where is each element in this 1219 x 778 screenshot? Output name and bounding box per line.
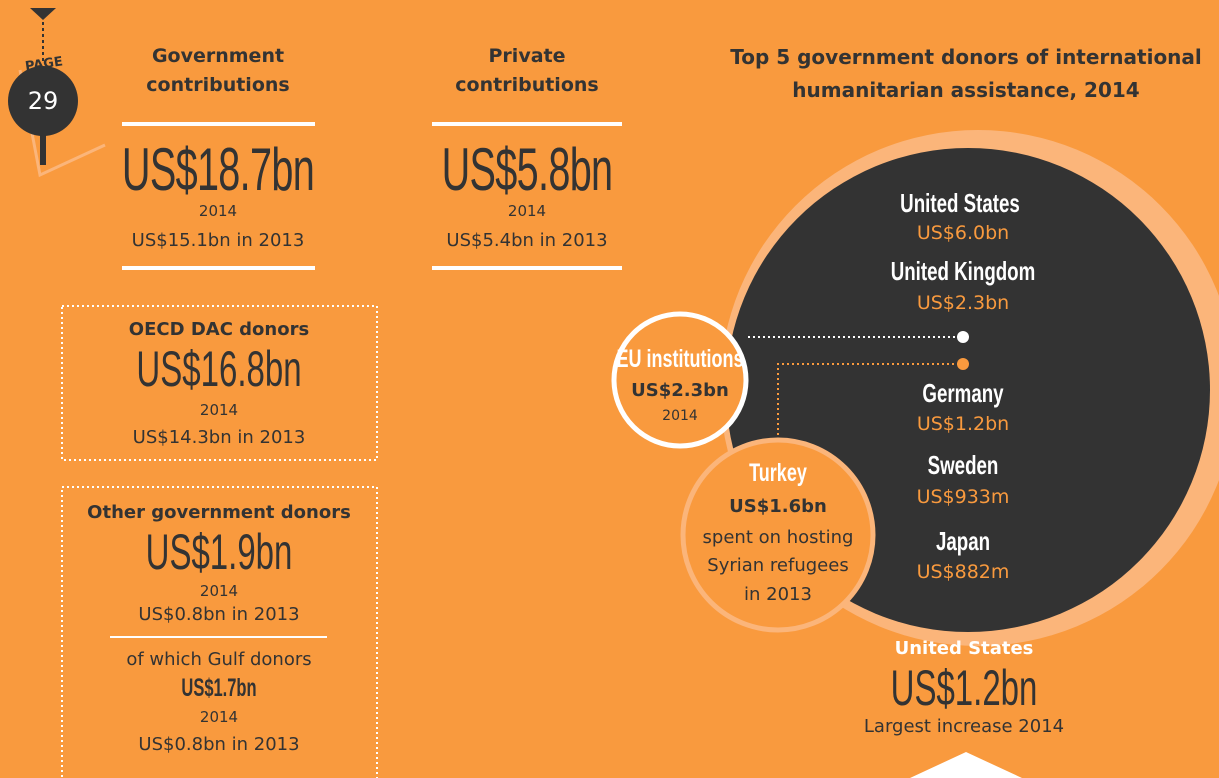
turkey-circle [680, 437, 876, 633]
marker-circle [8, 66, 78, 136]
donor-name: Japan [935, 526, 991, 556]
previous: US$0.8bn in 2013 [138, 734, 300, 755]
up-arrow [910, 752, 1022, 778]
previous: US$5.4bn in 2013 [446, 230, 608, 251]
year: 2014 [199, 708, 239, 726]
increase-note: Largest increase 2014 [863, 716, 1065, 737]
previous: US$14.3bn in 2013 [132, 427, 306, 448]
previous: US$15.1bn in 2013 [131, 230, 305, 251]
donor-amount: US$933m [916, 486, 1010, 508]
eu-amount: US$2.3bn [631, 380, 729, 401]
heading: Other government donors [87, 502, 351, 523]
heading: Private [488, 45, 566, 67]
increase-name: United States [894, 638, 1034, 659]
turkey-note: spent on hosting [702, 527, 854, 548]
amount: US$5.8bn [441, 136, 614, 203]
year: 2014 [507, 202, 547, 220]
eu-name: EU institutions [616, 345, 744, 373]
gulf-heading: of which Gulf donors [126, 649, 312, 670]
donor-amount: US$2.3bn [916, 292, 1010, 314]
heading: OECD DAC donors [128, 319, 310, 340]
page-number: 29 [27, 87, 59, 115]
box [61, 305, 378, 461]
gulf-amount: US$1.7bn [181, 674, 257, 702]
eu-circle [611, 311, 749, 449]
turkey-note: in 2013 [744, 584, 812, 605]
donor-amount: US$6.0bn [916, 222, 1010, 244]
connector [777, 363, 963, 450]
dot [957, 358, 969, 370]
donor-name: Sweden [927, 450, 999, 480]
heading: contributions [146, 74, 290, 96]
donor-amount: US$1.2bn [916, 413, 1010, 435]
donor-name: United Kingdom [890, 256, 1036, 286]
heading: contributions [455, 74, 599, 96]
year: 2014 [198, 202, 238, 220]
turkey-amount: US$1.6bn [729, 496, 827, 517]
donor-name: United States [900, 188, 1020, 218]
turkey-note: Syrian refugees [707, 555, 849, 576]
amount: US$18.7bn [121, 136, 315, 203]
increase-amount: US$1.2bn [890, 660, 1038, 716]
donor-amount: US$882m [916, 561, 1010, 583]
box [61, 486, 378, 778]
amount: US$1.9bn [145, 524, 293, 580]
marker-arrow [30, 8, 56, 20]
heading: Government [151, 45, 285, 67]
year: 2014 [199, 401, 239, 419]
amount: US$16.8bn [136, 341, 302, 397]
previous: US$0.8bn in 2013 [138, 604, 300, 625]
turkey-name: Turkey [749, 459, 807, 487]
heading: humanitarian assistance, 2014 [792, 78, 1140, 102]
year: 2014 [199, 582, 239, 600]
donor-name: Germany [922, 378, 1004, 408]
dot [957, 331, 969, 343]
eu-year: 2014 [662, 408, 698, 424]
heading: Top 5 government donors of international [730, 45, 1202, 69]
